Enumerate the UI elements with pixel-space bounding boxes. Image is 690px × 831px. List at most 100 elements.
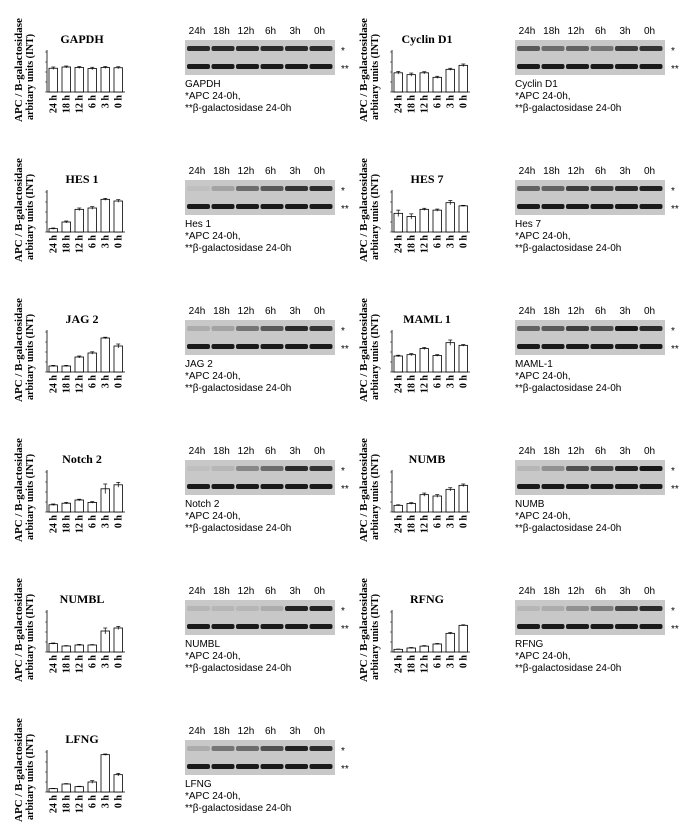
lane-label: 0h [644, 586, 655, 597]
galactosidase-band [639, 344, 663, 349]
bar [87, 207, 97, 233]
galactosidase-band [309, 764, 333, 769]
x-tick-label: 0 h [113, 375, 124, 389]
bar [432, 76, 442, 93]
x-tick-label: 12 h [74, 95, 85, 114]
x-tick-label: 18 h [61, 795, 72, 814]
galactosidase-band [517, 624, 540, 629]
galactosidase-band [566, 64, 589, 69]
y-axis-label-group: APC / B-galactosidase arbitary units (INT… [358, 298, 381, 402]
galactosidase-band [211, 344, 235, 349]
apc-band [541, 606, 565, 611]
bar [458, 205, 468, 233]
lane-label: 12h [238, 446, 255, 457]
y-axis-label-group: APC / B-galactosidase arbitary units (INT… [13, 578, 36, 682]
panel-2: APC / B-galactosidase arbitary units (INT… [358, 18, 679, 122]
x-tick-label-group: 24 h [48, 795, 59, 814]
y-axis-label-group: APC / B-galactosidase arbitary units (INT… [13, 298, 36, 402]
x-tick-label-group: 0 h [458, 95, 469, 109]
x-tick-label-group: 0 h [113, 235, 124, 249]
lane-label: 0h [314, 166, 325, 177]
x-tick-label: 18 h [61, 95, 72, 114]
apc-band [260, 746, 284, 751]
caption-apc: *APC 24-0h, [515, 651, 571, 662]
x-tick-label: 6 h [432, 655, 443, 669]
lane-label: 24h [519, 586, 536, 597]
apc-band [566, 606, 589, 611]
x-tick-label: 18 h [406, 515, 417, 534]
apc-band [236, 746, 259, 751]
x-tick-label: 18 h [406, 655, 417, 674]
x-tick-label: 0 h [113, 515, 124, 529]
apc-band [615, 46, 638, 51]
x-tick-label-group: 12 h [74, 95, 85, 114]
x-tick-label-group: 3 h [100, 235, 111, 249]
panel-1: APC / B-galactosidase arbitary units (INT… [13, 18, 349, 122]
lane-label: 24h [189, 306, 206, 317]
blot-background [515, 460, 665, 495]
x-tick-label-group: 24 h [393, 375, 404, 394]
blot-background [515, 320, 665, 355]
lane-label: 3h [289, 726, 300, 737]
bar [74, 644, 84, 653]
x-tick-label: 24 h [48, 95, 59, 114]
y-axis-label-line2: arbitary units (INT) [25, 34, 36, 120]
x-tick-label-group: 6 h [432, 515, 443, 529]
apc-band [260, 606, 284, 611]
bar [74, 356, 84, 373]
caption-apc: *APC 24-0h, [185, 231, 241, 242]
x-tick-label: 24 h [48, 655, 59, 674]
lane-label: 3h [619, 586, 630, 597]
apc-band [285, 326, 308, 331]
x-tick-label-group: 6 h [87, 655, 98, 669]
galactosidase-band [541, 484, 565, 489]
galactosidase-band [517, 64, 540, 69]
x-tick-label: 12 h [419, 95, 430, 114]
bar [406, 354, 416, 373]
bar [87, 502, 97, 513]
lane-label: 12h [568, 446, 585, 457]
x-tick-label: 0 h [458, 235, 469, 249]
galactosidase-band [639, 204, 663, 209]
apc-band [187, 186, 210, 191]
galactosidase-band [309, 624, 333, 629]
x-tick-label: 18 h [406, 235, 417, 254]
x-tick-label-group: 24 h [393, 655, 404, 674]
galactosidase-band [211, 624, 235, 629]
apc-band [590, 46, 614, 51]
lane-label: 3h [289, 446, 300, 457]
bar [87, 644, 97, 653]
apc-band [639, 466, 663, 471]
apc-band [260, 186, 284, 191]
lane-label: 3h [619, 446, 630, 457]
blot-caption: Cyclin D1 [515, 79, 558, 90]
caption-galactosidase: **β-galactosidase 24-0h [515, 103, 621, 114]
lane-label: 6h [595, 586, 606, 597]
bar [393, 504, 403, 513]
y-axis-label-group: APC / B-galactosidase arbitary units (INT… [358, 158, 381, 262]
galactosidase-band [566, 344, 589, 349]
x-tick-label-group: 0 h [113, 375, 124, 389]
x-tick-label-group: 24 h [393, 235, 404, 254]
x-tick-label: 12 h [419, 515, 430, 534]
galactosidase-band [187, 764, 210, 769]
apc-marker: * [341, 466, 345, 477]
apc-band [615, 606, 638, 611]
x-tick-label-group: 12 h [74, 795, 85, 814]
apc-band [590, 466, 614, 471]
chart-title: NUMBL [60, 592, 105, 606]
bar [48, 504, 58, 513]
x-tick-label: 12 h [74, 375, 85, 394]
apc-marker: * [341, 186, 345, 197]
x-tick-label-group: 6 h [432, 375, 443, 389]
caption-galactosidase: **β-galactosidase 24-0h [515, 383, 621, 394]
lane-label: 12h [238, 306, 255, 317]
lane-label: 6h [265, 586, 276, 597]
galactosidase-band [285, 624, 308, 629]
x-tick-label-group: 18 h [406, 235, 417, 254]
bar [100, 754, 110, 793]
apc-marker: * [671, 326, 675, 337]
galactosidase-band [260, 764, 284, 769]
galactosidase-marker: ** [671, 344, 679, 355]
galactosidase-band [615, 204, 638, 209]
